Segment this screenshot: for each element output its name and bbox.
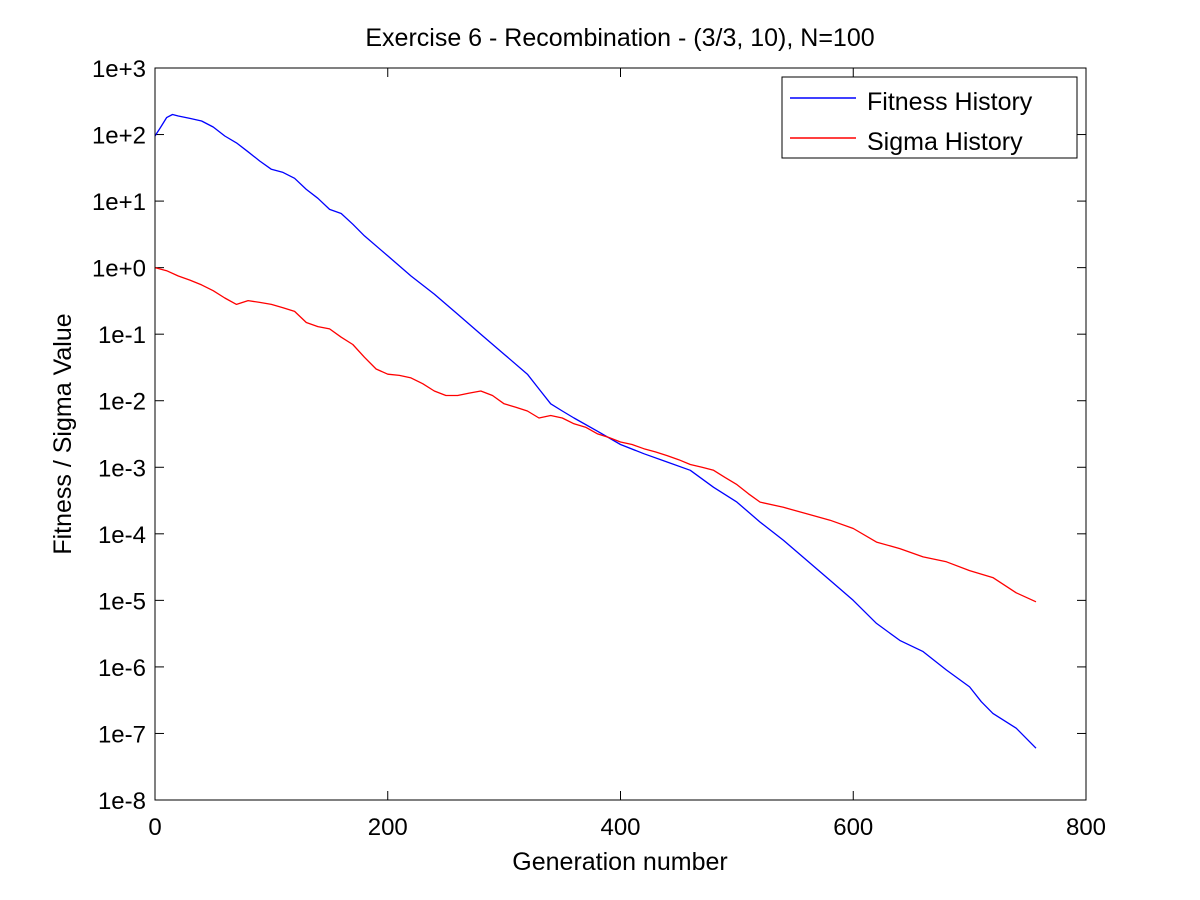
y-tick-label: 1e-3	[98, 455, 146, 482]
x-tick-label: 400	[600, 814, 640, 841]
x-tick-label: 600	[833, 814, 873, 841]
y-tick-label: 1e-5	[98, 588, 146, 615]
y-axis-label: Fitness / Sigma Value	[49, 313, 77, 554]
legend-box	[781, 76, 1078, 159]
x-axis-label: Generation number	[512, 848, 727, 876]
plot-frame	[154, 67, 1087, 801]
y-tick-label: 1e+1	[92, 189, 146, 216]
x-tick-label: 0	[148, 814, 161, 841]
series-line-fitness-history	[154, 113, 1037, 749]
y-tick-label: 1e-1	[98, 322, 146, 349]
y-tick-label: 1e-4	[98, 522, 146, 549]
chart-title: Exercise 6 - Recombination - (3/3, 10), …	[365, 24, 874, 52]
y-tick-label: 1e-8	[98, 788, 146, 815]
y-tick-label: 1e+0	[92, 256, 146, 283]
y-tick-label: 1e-7	[98, 721, 146, 748]
series-line-sigma-history	[154, 266, 1037, 603]
y-tick-label: 1e+2	[92, 123, 146, 150]
x-tick-label: 800	[1066, 814, 1106, 841]
y-tick-label: 1e-2	[98, 389, 146, 416]
x-tick-label: 200	[368, 814, 408, 841]
legend: Fitness History Sigma History	[781, 76, 1078, 159]
y-tick-label: 1e-6	[98, 655, 146, 682]
plot-area: 0 200 400 600 800 1e-8 1e-7 1e-6 1e-5 1e-4 1e-3 1e-…	[92, 56, 1106, 841]
legend-label-fitness-history: Fitness History	[867, 88, 1033, 116]
legend-label-sigma-history: Sigma History	[867, 128, 1023, 156]
y-tick-label: 1e+3	[92, 56, 146, 83]
